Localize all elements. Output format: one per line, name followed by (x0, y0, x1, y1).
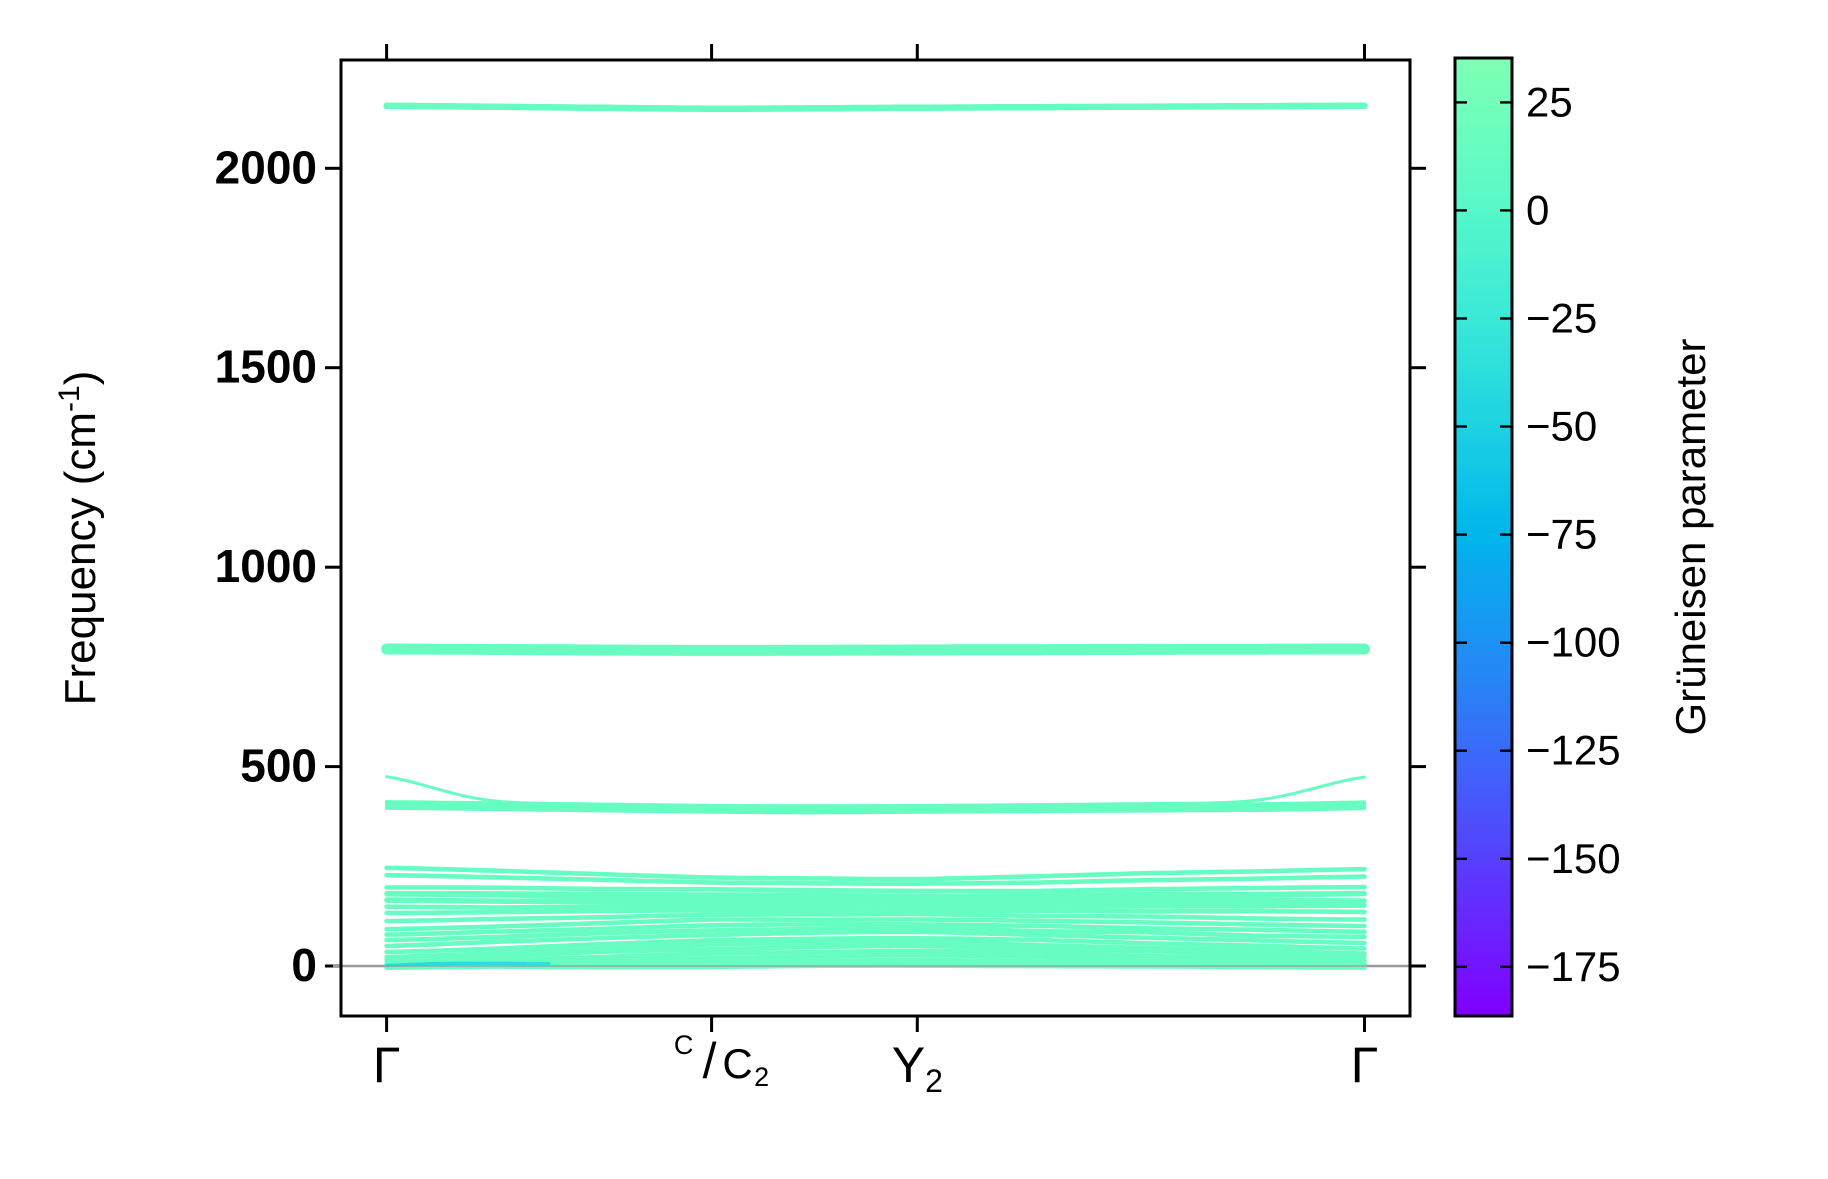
svg-text:−75: −75 (1526, 511, 1597, 558)
svg-text:500: 500 (240, 740, 317, 792)
svg-text:−150: −150 (1526, 835, 1621, 882)
svg-text:−25: −25 (1526, 295, 1597, 342)
svg-text:−50: −50 (1526, 403, 1597, 450)
svg-text:C: C (722, 1040, 752, 1087)
svg-text:0: 0 (291, 939, 317, 991)
svg-text:/: / (703, 1033, 717, 1089)
svg-text:−125: −125 (1526, 727, 1621, 774)
svg-text:Grüneisen parameter: Grüneisen parameter (1667, 339, 1714, 736)
svg-text:−100: −100 (1526, 619, 1621, 666)
svg-text:2000: 2000 (215, 141, 317, 193)
svg-text:1500: 1500 (215, 341, 317, 393)
svg-text:25: 25 (1526, 78, 1573, 125)
svg-text:0: 0 (1526, 186, 1549, 233)
svg-text:Γ: Γ (1351, 1037, 1379, 1093)
svg-text:Frequency (cm-1): Frequency (cm-1) (53, 371, 106, 706)
svg-text:Γ: Γ (373, 1037, 401, 1093)
svg-text:−175: −175 (1526, 943, 1621, 990)
svg-text:1000: 1000 (215, 540, 317, 592)
svg-text:C: C (674, 1030, 694, 1060)
svg-text:2: 2 (754, 1062, 769, 1092)
